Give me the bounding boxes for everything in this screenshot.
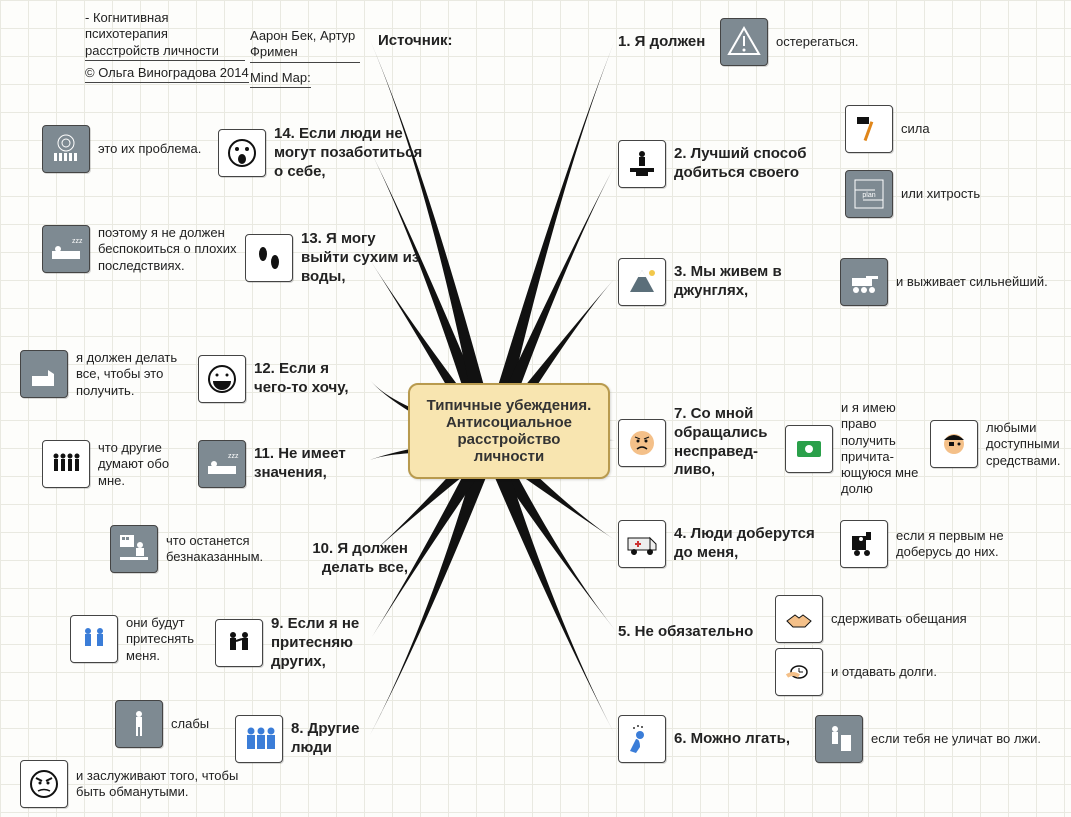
hammer-icon [845,105,893,153]
leaf-6: если тебя не уличат во лжи. [871,731,1051,747]
leaf-14: это их проблема. [98,141,201,157]
leaf-5a: сдерживать обещания [831,611,967,627]
scream-face-icon [218,129,266,177]
ambulance-icon [618,520,666,568]
plan-maze-icon: plan [845,170,893,218]
center-topic: Типичные убеждения. Антисоциальное расст… [408,383,610,479]
leaf-2a: сила [901,121,930,137]
evil-face-icon [20,760,68,808]
leaf-2b: или хитрость [901,186,980,202]
source-authors: Аарон Бек, Артур Фримен [250,28,360,63]
leaf-10: что останется безнаказанным. [166,533,276,566]
branch-5: 5. Не обязательно [618,623,753,642]
leaf-12: я должен делать все, чтобы это получить. [76,350,191,399]
leaf-9: они будут притеснять меня. [126,615,211,664]
branch-1: 1. Я должен [618,33,705,52]
leaf-4: если я первым не доберусь до них. [896,528,1036,561]
source-label: Источник: [378,32,453,51]
podium-icon [618,140,666,188]
branch-14: 14. Если люди не могут позаботиться о се… [274,125,424,181]
leaf-8b: и заслуживают того, чтобы быть обманутым… [76,768,256,801]
desk-work-icon [110,525,158,573]
leaf-11: что другие думают обо мне. [98,440,198,489]
branch-10: 10. Я должен делать все, [278,540,408,578]
weak-person-icon [115,700,163,748]
sleeping-bed-2-icon: zzz [198,440,246,488]
tank-icon [840,258,888,306]
people-group-icon [235,715,283,763]
speaker-podium-icon [815,715,863,763]
branch-12: 12. Если я чего-то хочу, [254,360,364,398]
handshake-icon [775,595,823,643]
angry-face-icon [618,419,666,467]
watch-icon [775,648,823,696]
branch-7: 7. Со мной обращались несправед­ливо, [674,405,769,480]
branch-13: 13. Я могу выйти сухим из воды, [301,230,421,286]
svg-text:plan: plan [862,192,875,199]
leaf-1: остерегаться. [776,34,859,50]
people-row-icon [42,440,90,488]
crying-person-icon [618,715,666,763]
leaf-7a: и я имею право получить причита­ющуюся м… [841,400,921,498]
branch-8: 8. Другие люди [291,720,371,758]
footprints-icon [245,234,293,282]
branch-4: 4. Люди доберутся до меня, [674,525,824,563]
fighting-icon [215,619,263,667]
money-icon [785,425,833,473]
branch-11: 11. Не имеет значения, [254,445,364,483]
svg-text:zzz: zzz [72,238,83,245]
branch-9: 9. Если я не притесняю других, [271,615,381,671]
leaf-8a: слабы [171,716,209,732]
branch-3: 3. Мы живем в джунглях, [674,263,824,301]
leaf-5b: и отдавать долги. [831,664,937,680]
copyright: © Ольга Виноградова 2014 [85,65,249,83]
leaf-3: и выживает сильнейший. [896,274,1048,290]
mindmap-label: Mind Map: [250,70,311,88]
grabbing-hand-icon [20,350,68,398]
branch-6: 6. Можно лгать, [674,730,790,749]
svg-text:zzz: zzz [228,453,239,460]
leaf-13: поэтому я не должен беспокоиться о плохи… [98,225,248,274]
sleeping-bed-icon: zzz [42,225,90,273]
train-icon [840,520,888,568]
crowd-target-icon [42,125,90,173]
fighting-blue-icon [70,615,118,663]
warning-triangle-icon [720,18,768,66]
pirate-icon [930,420,978,468]
mountain-icon [618,258,666,306]
source-value: - Когнитивная психотерапия расстройств л… [85,10,245,61]
branch-2: 2. Лучший способ добиться своего [674,145,824,183]
leaf-7b: любыми доступными средствами. [986,420,1071,469]
laughing-face-icon [198,355,246,403]
